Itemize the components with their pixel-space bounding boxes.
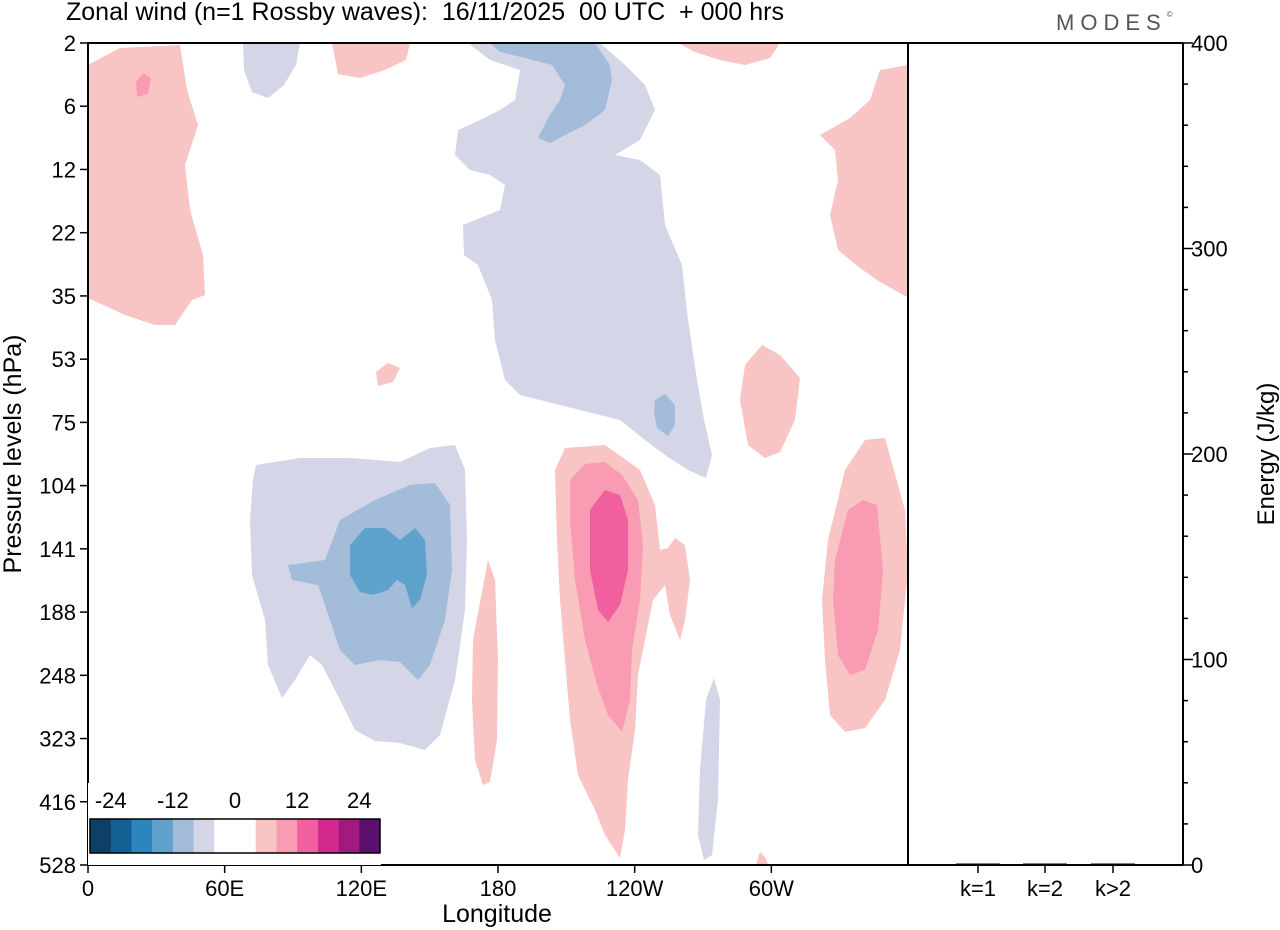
longitude-tick-label: 0 [82,876,94,901]
pressure-tick-label: 35 [52,284,76,309]
contour-positive-weak-top-b [678,43,780,65]
energy-bar [1091,863,1135,865]
energy-tick-label: 200 [1191,442,1228,467]
energy-axis: 0 100 200 300 400 [1183,31,1228,878]
colorbar-cell [172,819,195,853]
colorbar-cell [214,819,236,853]
contour-negative-weak-column [698,678,720,860]
colorbar-cell [235,819,257,853]
longitude-tick-label: 60E [205,876,244,901]
energy-category-label: k>2 [1095,876,1131,901]
brand-text: MODES [1056,10,1167,35]
energy-category-label: k=1 [960,876,996,901]
pressure-tick-label: 188 [39,600,76,625]
pressure-tick-label: 6 [64,94,76,119]
energy-tick-label: 0 [1191,853,1203,878]
colorbar-cell [131,819,153,853]
modes-logo: MODES© [1056,10,1173,36]
energy-tick-label: 300 [1191,237,1228,262]
longitude-tick-label: 120W [606,876,664,901]
colorbar-cell [276,819,298,853]
pressure-tick-label: 2 [64,31,76,56]
colorbar-label: -12 [157,788,189,813]
colorbar-cell [90,819,112,853]
colorbar-cell [193,819,215,853]
colorbar-frame [89,818,381,854]
pressure-tick-label: 12 [52,157,76,182]
x-axis-title: Longitude [442,900,552,928]
contour-negative-medium-small [654,394,675,436]
contour-positive-weak-small-dot [376,363,400,386]
pressure-tick-label: 75 [52,410,76,435]
colorbar-labels: -24 -12 0 12 24 [95,788,372,813]
colorbar-label: 0 [229,788,241,813]
energy-category-label: k=2 [1027,876,1063,901]
y-axis-title: Pressure levels (hPa) [0,335,27,574]
energy-bar [1023,863,1067,865]
contour-positive-medium-lower-right [833,500,883,675]
contour-field [88,43,908,865]
contour-positive-weak-upper-left [88,45,205,325]
pressure-tick-label: 323 [39,727,76,752]
contour-positive-strong-central-plume [590,490,628,622]
energy-bar [956,863,1000,865]
chart-title: Zonal wind (n=1 Rossby waves): 16/11/202… [66,0,784,26]
contour-negative-strong-lower-left [350,528,427,608]
contour-positive-medium-upper-left [136,73,151,97]
colorbar-label: 12 [285,788,309,813]
colorbar-label: -24 [95,788,127,813]
pressure-axis: 2 6 12 22 35 53 75 104 141 188 248 323 416 528 [39,31,88,878]
pressure-tick-label: 141 [39,537,76,562]
energy-axis-title: Energy (J/kg) [1253,383,1280,526]
energy-bars: k=1 k=2 k>2 [956,863,1135,901]
longitude-tick-label: 60W [749,876,794,901]
contour-positive-weak-bottom-dot [756,852,768,865]
pressure-tick-label: 22 [52,221,76,246]
pressure-tick-label: 416 [39,790,76,815]
longitude-tick-label: 180 [480,876,517,901]
contour-positive-weak-column-180 [472,560,498,785]
contour-negative-medium-top [490,43,612,143]
energy-tick-label: 400 [1191,31,1228,56]
longitude-tick-label: 120E [336,876,387,901]
longitude-axis: 0 60E 120E 180 120W 60W [82,865,794,901]
colorbar-cell [338,819,360,853]
contour-negative-weak-central [455,43,712,478]
pressure-tick-label: 104 [39,474,76,499]
colorbar-cell [297,819,319,853]
contour-positive-weak-top-a [332,43,410,78]
colorbar-cell [317,819,340,853]
colorbar-label: 24 [347,788,371,813]
energy-tick-label: 100 [1191,648,1228,673]
brand-mark: © [1166,10,1173,19]
pressure-tick-label: 53 [52,347,76,372]
colorbar-legend: -24 -12 0 12 24 [88,783,381,865]
contour-positive-weak-upper-right [820,65,908,296]
colorbar-cell [110,819,132,853]
colorbar-cells [90,819,381,853]
colorbar-cell [359,819,381,853]
colorbar-cell [152,819,174,853]
colorbar-cell [255,819,277,853]
pressure-tick-label: 248 [39,663,76,688]
pressure-tick-label: 528 [39,853,76,878]
contour-negative-weak-top-left [243,43,300,98]
contour-positive-weak-mid-right [740,345,800,458]
